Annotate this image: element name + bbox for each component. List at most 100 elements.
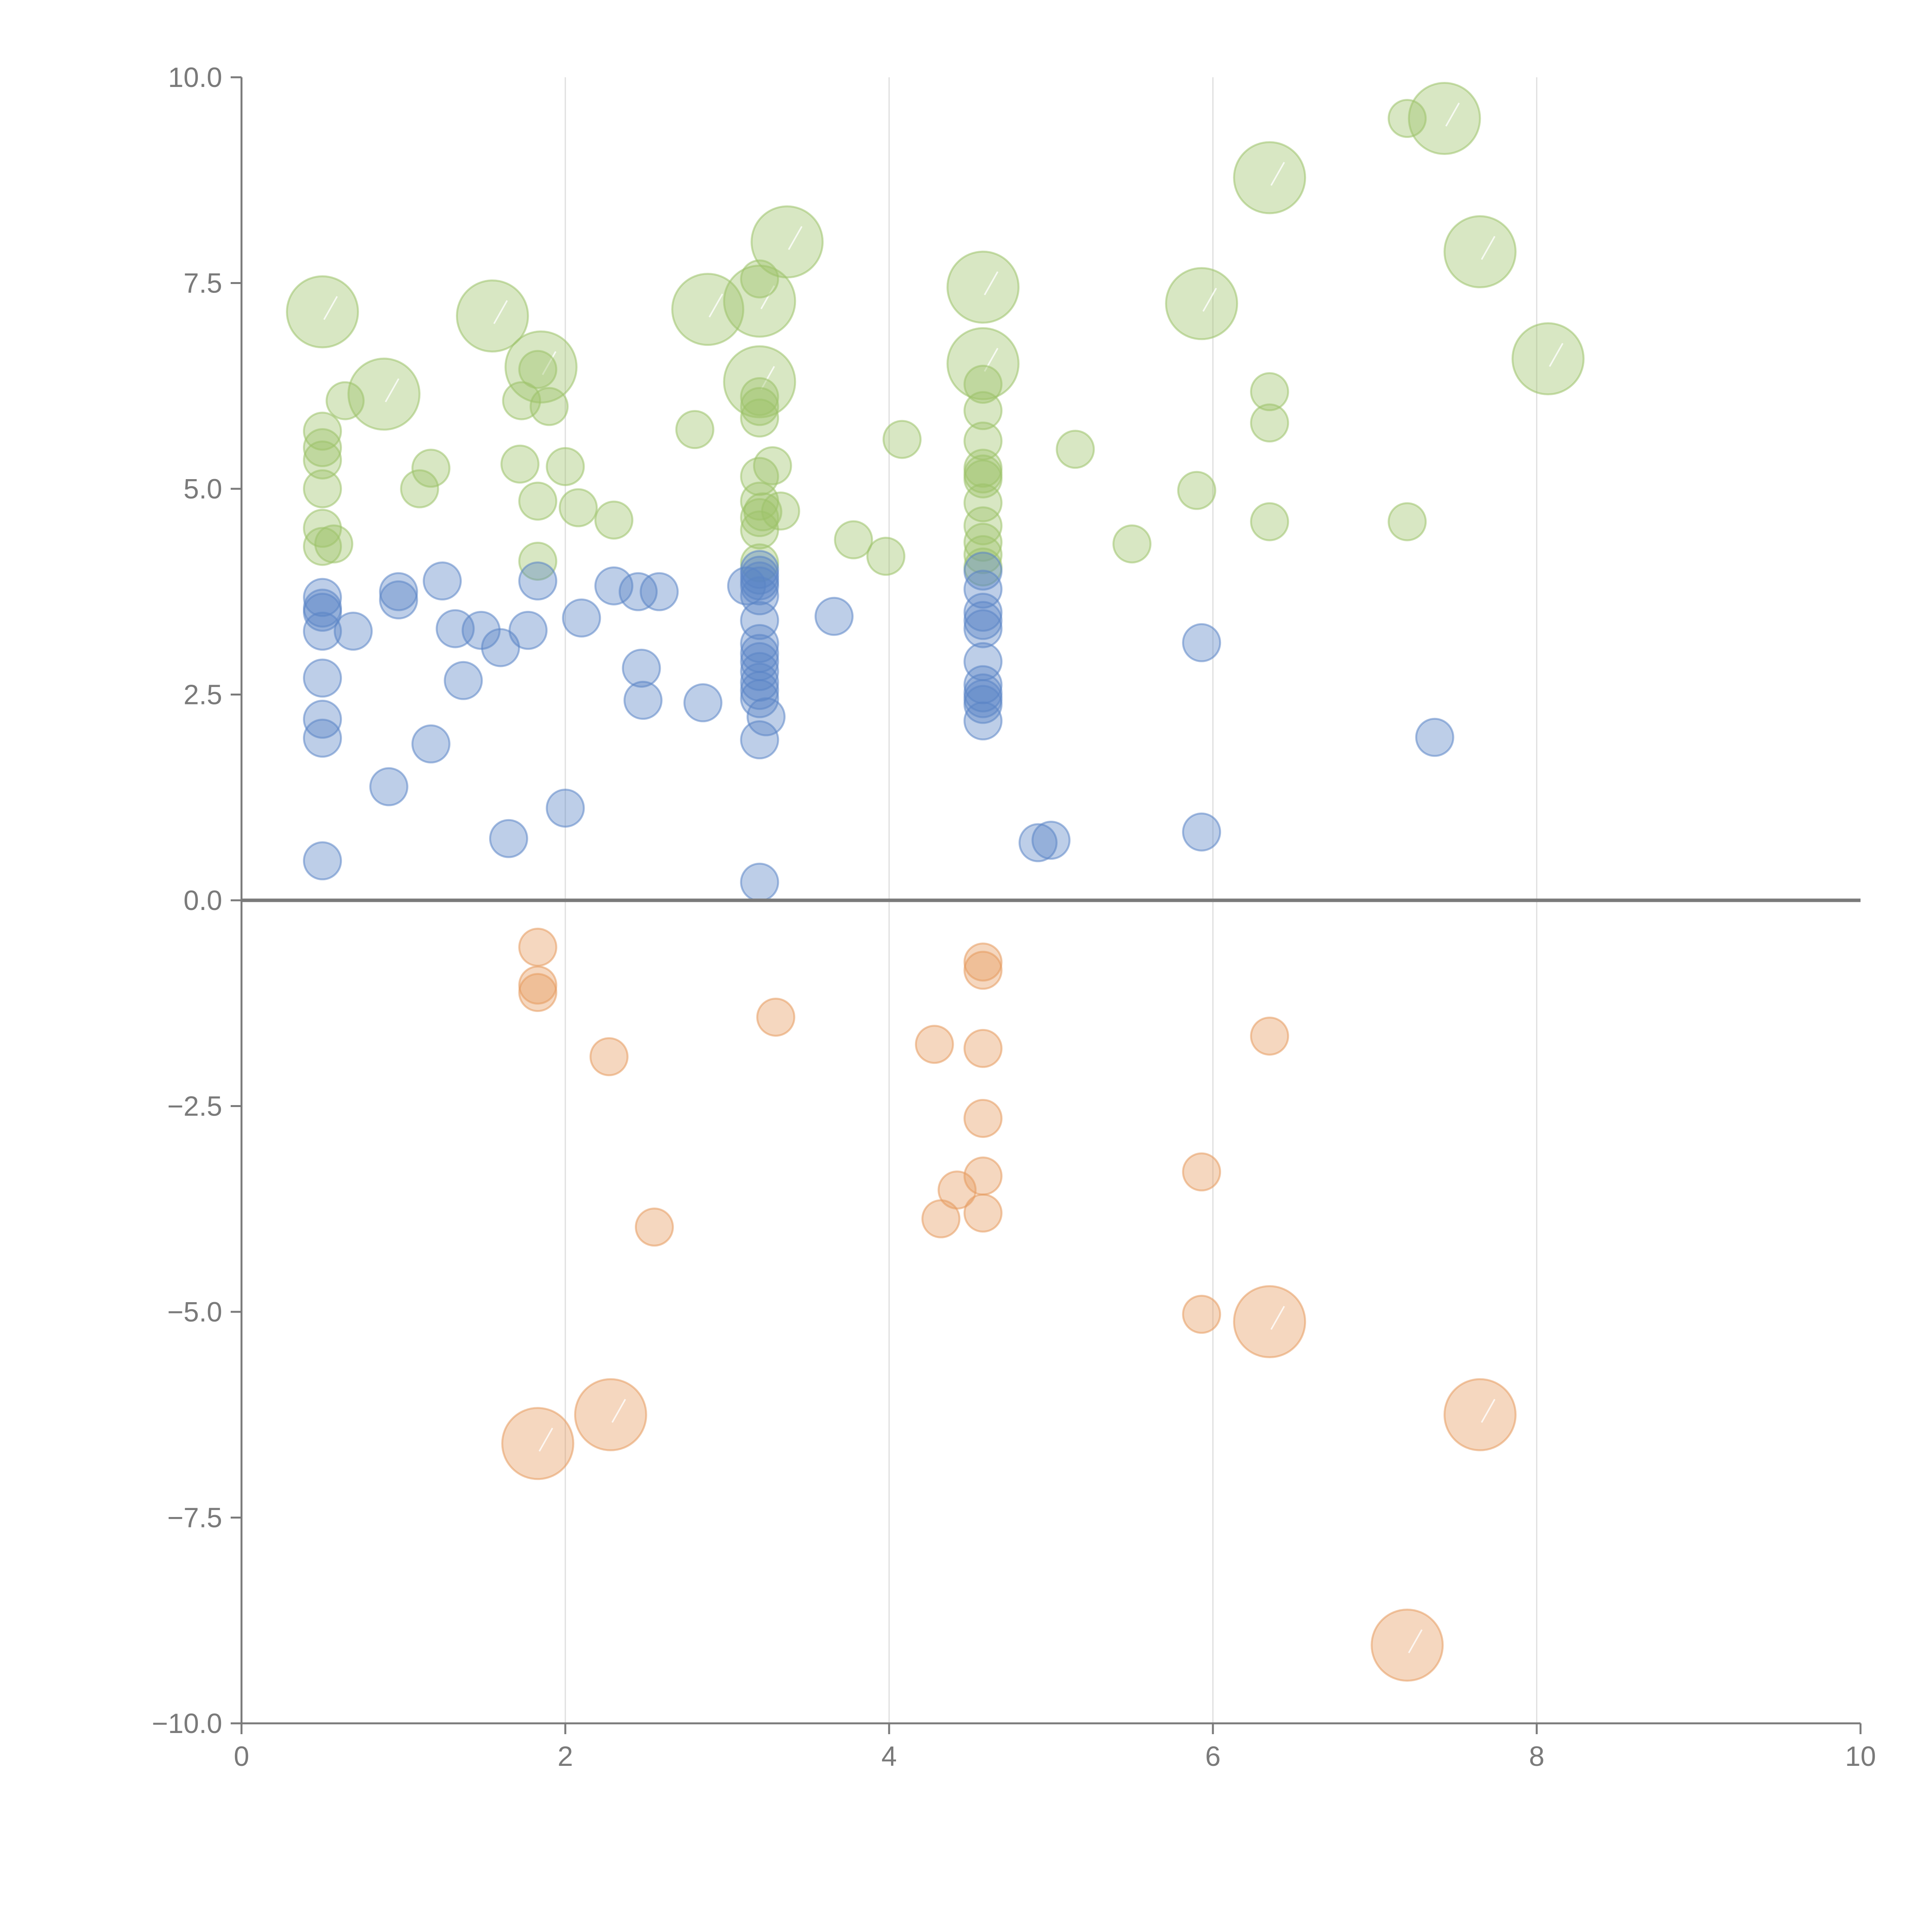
blue-point bbox=[740, 663, 779, 702]
orange-point bbox=[963, 1156, 1003, 1196]
green-point bbox=[753, 446, 792, 485]
orange-point-marker-line bbox=[1481, 1399, 1496, 1423]
green-point bbox=[303, 428, 342, 467]
orange-point bbox=[634, 1208, 674, 1247]
green-point bbox=[400, 469, 439, 509]
blue-point bbox=[740, 566, 779, 605]
green-point-marker-line bbox=[384, 378, 400, 403]
green-point bbox=[946, 250, 1020, 324]
orange-point bbox=[518, 973, 558, 1012]
green-point-marker-line bbox=[760, 366, 775, 390]
green-point bbox=[286, 275, 359, 349]
blue-point bbox=[963, 685, 1003, 724]
green-point bbox=[303, 412, 342, 451]
orange-point-marker-line bbox=[611, 1399, 626, 1423]
blue-point bbox=[411, 724, 451, 764]
y-tick-label: −2.5 bbox=[167, 1091, 222, 1122]
blue-point bbox=[963, 593, 1003, 632]
blue-point bbox=[1182, 812, 1221, 852]
green-point bbox=[456, 279, 529, 353]
green-point bbox=[750, 205, 824, 279]
green-point-marker-line bbox=[1481, 236, 1496, 260]
blue-point bbox=[963, 609, 1003, 648]
blue-point bbox=[619, 572, 658, 611]
green-point bbox=[303, 440, 342, 480]
blue-point bbox=[1031, 821, 1071, 860]
orange-point bbox=[756, 997, 796, 1037]
orange-point-marker-line bbox=[1270, 1306, 1285, 1330]
ticks-layer: 0 2 4 6 8 10 10.0 7.5 5.0 2.5 0.0 −2.5 −5.0 −7.5 −10.0 bbox=[152, 62, 1876, 1772]
x-tick-label: 2 bbox=[558, 1741, 573, 1772]
blue-point bbox=[1182, 623, 1221, 662]
green-point-marker-line bbox=[1445, 102, 1460, 127]
blue-point bbox=[369, 767, 408, 806]
green-point bbox=[740, 398, 779, 438]
y-tick-label: −10.0 bbox=[152, 1708, 222, 1739]
green-point bbox=[347, 357, 421, 431]
green-point bbox=[559, 488, 598, 527]
orange-point bbox=[501, 1407, 575, 1480]
green-point bbox=[1408, 82, 1481, 155]
green-point bbox=[303, 527, 342, 566]
green-point bbox=[1443, 215, 1517, 289]
blue-point bbox=[963, 601, 1003, 640]
green-point bbox=[518, 541, 558, 581]
blue-point bbox=[379, 572, 418, 611]
green-point bbox=[325, 381, 365, 420]
y-tick-label: 5.0 bbox=[184, 474, 222, 505]
green-point-marker-line bbox=[708, 293, 723, 318]
orange-point bbox=[963, 1099, 1003, 1138]
green-point bbox=[1112, 524, 1151, 564]
orange-point bbox=[937, 1170, 977, 1210]
green-point bbox=[866, 537, 906, 576]
green-point bbox=[518, 481, 558, 521]
orange-point bbox=[1233, 1285, 1306, 1359]
blue-point bbox=[1415, 718, 1454, 757]
green-point bbox=[1388, 502, 1427, 541]
blue-point bbox=[303, 841, 342, 881]
x-tick-label: 0 bbox=[234, 1741, 249, 1772]
green-point bbox=[675, 410, 714, 449]
green-point bbox=[834, 520, 873, 560]
orange-point bbox=[915, 1025, 954, 1064]
green-point-marker-line bbox=[323, 296, 338, 320]
blue-point bbox=[303, 611, 342, 651]
blue-point bbox=[562, 598, 601, 638]
orange-point bbox=[963, 1029, 1003, 1068]
green-point bbox=[518, 350, 558, 389]
blue-point bbox=[740, 862, 779, 902]
green-point bbox=[963, 391, 1003, 430]
green-point-marker-line bbox=[984, 271, 998, 296]
green-point bbox=[963, 483, 1003, 522]
y-tick-label: 10.0 bbox=[168, 62, 222, 93]
green-point bbox=[963, 506, 1003, 546]
green-point bbox=[1250, 372, 1289, 412]
orange-point bbox=[963, 942, 1003, 982]
orange-point-marker-line bbox=[1408, 1629, 1423, 1653]
blue-point bbox=[423, 561, 462, 601]
orange-point bbox=[518, 927, 558, 967]
blue-point bbox=[303, 718, 342, 758]
blue-point bbox=[815, 597, 854, 636]
green-point bbox=[500, 444, 540, 484]
blue-point bbox=[509, 611, 548, 650]
green-point bbox=[1250, 403, 1289, 443]
y-tick-label: 7.5 bbox=[184, 268, 222, 299]
green-point bbox=[963, 459, 1003, 498]
green-point bbox=[883, 420, 922, 459]
green-point bbox=[1511, 322, 1585, 395]
green-point bbox=[529, 387, 569, 426]
x-tick-label: 6 bbox=[1205, 1741, 1221, 1772]
orange-point bbox=[963, 1193, 1003, 1233]
bubbles-layer bbox=[286, 82, 1585, 1682]
green-point bbox=[411, 449, 451, 488]
green-point bbox=[1056, 430, 1095, 469]
y-tick-label: 0.0 bbox=[184, 885, 222, 916]
green-point bbox=[303, 469, 342, 509]
blue-point bbox=[518, 561, 558, 601]
green-point bbox=[963, 535, 1003, 574]
orange-point bbox=[589, 1037, 629, 1077]
blue-point bbox=[444, 661, 483, 700]
green-point bbox=[740, 259, 779, 299]
